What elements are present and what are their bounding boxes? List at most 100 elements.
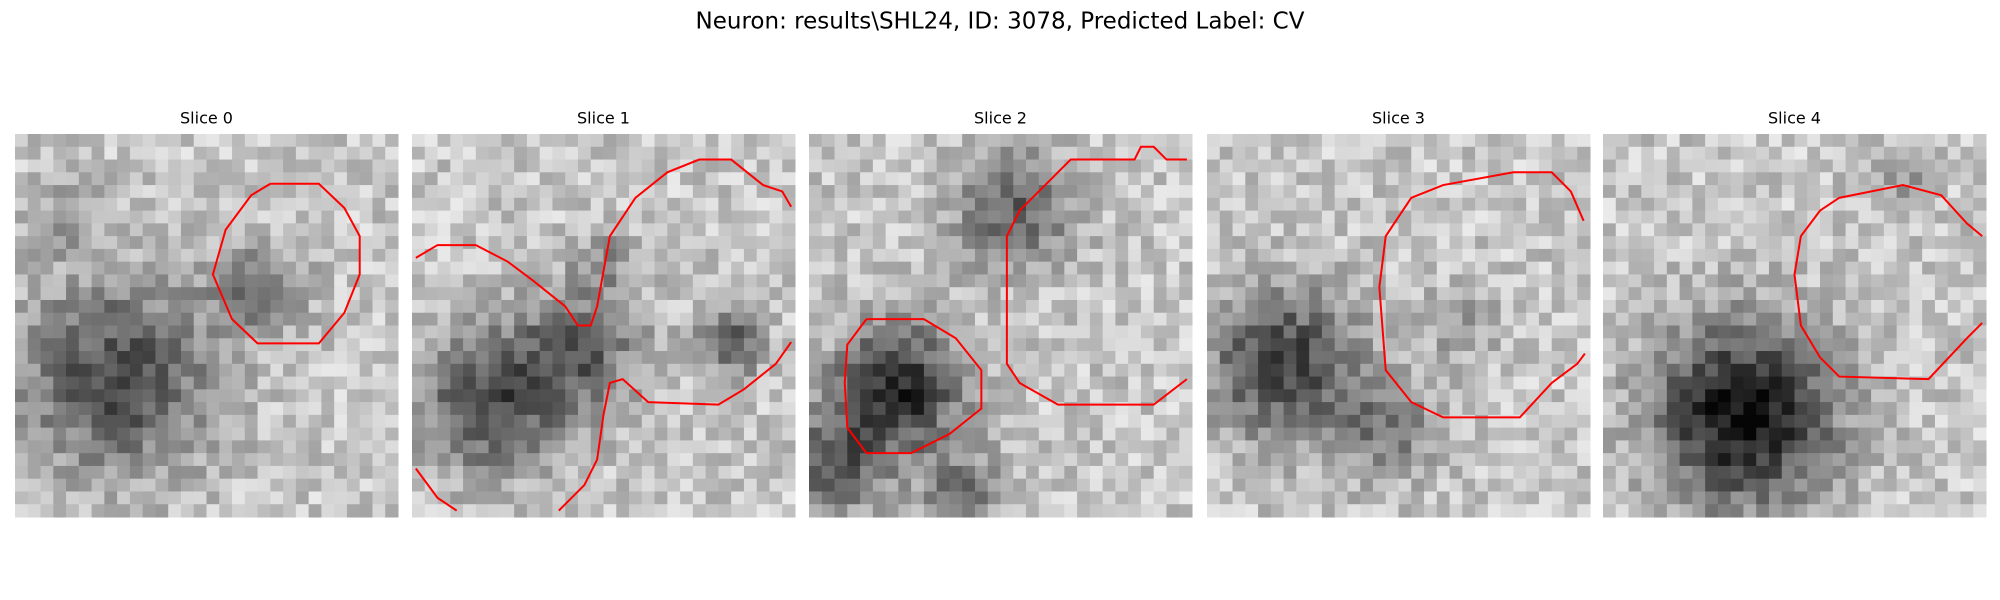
pixel (962, 465, 976, 480)
pixel (1153, 504, 1167, 518)
pixel (1794, 440, 1808, 454)
pixel (769, 465, 783, 480)
pixel (1245, 134, 1259, 148)
pixel (1820, 248, 1834, 263)
pixel (898, 185, 912, 199)
pixel (847, 185, 861, 199)
pixel (117, 299, 131, 314)
pixel (1934, 248, 1949, 263)
pixel (539, 248, 553, 263)
pixel (552, 159, 566, 173)
pixel (654, 440, 668, 454)
pixel (949, 236, 963, 250)
pixel (412, 389, 426, 403)
pixel (898, 236, 912, 250)
pixel (334, 134, 348, 148)
pixel (974, 453, 989, 467)
pixel (743, 223, 758, 237)
pixel (616, 299, 630, 314)
pixel (1896, 185, 1910, 199)
pixel (193, 185, 208, 199)
pixel (911, 363, 925, 378)
pixel (1577, 287, 1591, 301)
pixel (885, 274, 899, 288)
pixel (1871, 338, 1885, 352)
pixel (1692, 146, 1706, 161)
pixel (667, 363, 681, 378)
pixel (526, 325, 541, 339)
pixel (705, 376, 719, 390)
pixel (1398, 172, 1412, 186)
pixel (718, 325, 732, 339)
pixel (1153, 414, 1167, 429)
pixel (1179, 504, 1193, 518)
pixel (756, 465, 770, 480)
pixel (1500, 159, 1514, 173)
pixel (1820, 440, 1834, 454)
pixel (629, 312, 643, 327)
pixel (1051, 312, 1065, 327)
pixel (1705, 338, 1719, 352)
pixel (1089, 274, 1104, 288)
pixel (1756, 465, 1770, 480)
pixel (1026, 248, 1040, 263)
pixel (385, 363, 399, 378)
pixel (270, 223, 284, 237)
pixel (1436, 210, 1451, 224)
pixel (1296, 453, 1310, 467)
pixel (692, 223, 707, 237)
pixel (1603, 261, 1617, 275)
pixel (1500, 453, 1514, 467)
pixel (1641, 248, 1655, 263)
pixel (412, 491, 426, 505)
pixel (219, 376, 233, 390)
pixel (629, 351, 643, 365)
pixel (1245, 414, 1259, 429)
pixel (911, 440, 925, 454)
pixel (1475, 159, 1489, 173)
pixel (53, 325, 67, 339)
pixel (1947, 325, 1961, 339)
pixel (936, 299, 950, 314)
pixel (743, 440, 758, 454)
pixel (66, 376, 80, 390)
pixel (987, 376, 1002, 390)
pixel (104, 504, 118, 518)
pixel (308, 478, 322, 492)
pixel (821, 376, 836, 390)
pixel (974, 440, 989, 454)
pixel (1309, 465, 1323, 480)
pixel (1666, 376, 1681, 390)
pixel (1973, 351, 1987, 365)
pixel (974, 159, 989, 173)
pixel (641, 223, 656, 237)
pixel (834, 338, 848, 352)
pixel (1973, 172, 1987, 186)
pixel (1232, 491, 1246, 505)
pixel (1820, 159, 1834, 173)
pixel (629, 287, 643, 301)
pixel (1026, 299, 1040, 314)
pixel (1487, 197, 1502, 212)
pixel (232, 363, 246, 378)
pixel (898, 453, 912, 467)
pixel (1960, 389, 1974, 403)
pixel (821, 478, 836, 492)
pixel (1077, 491, 1091, 505)
pixel (1270, 491, 1285, 505)
pixel (1487, 491, 1502, 505)
pixel (463, 351, 477, 365)
pixel (782, 274, 796, 288)
pixel (1360, 414, 1374, 429)
pixel (1858, 146, 1872, 161)
pixel (1628, 197, 1642, 212)
pixel (718, 453, 732, 467)
pixel (283, 134, 297, 148)
pixel (372, 478, 386, 492)
pixel (1807, 159, 1821, 173)
pixel (1781, 376, 1796, 390)
pixel (1705, 363, 1719, 378)
pixel (718, 287, 732, 301)
pixel (1628, 134, 1642, 148)
pixel (372, 210, 386, 224)
